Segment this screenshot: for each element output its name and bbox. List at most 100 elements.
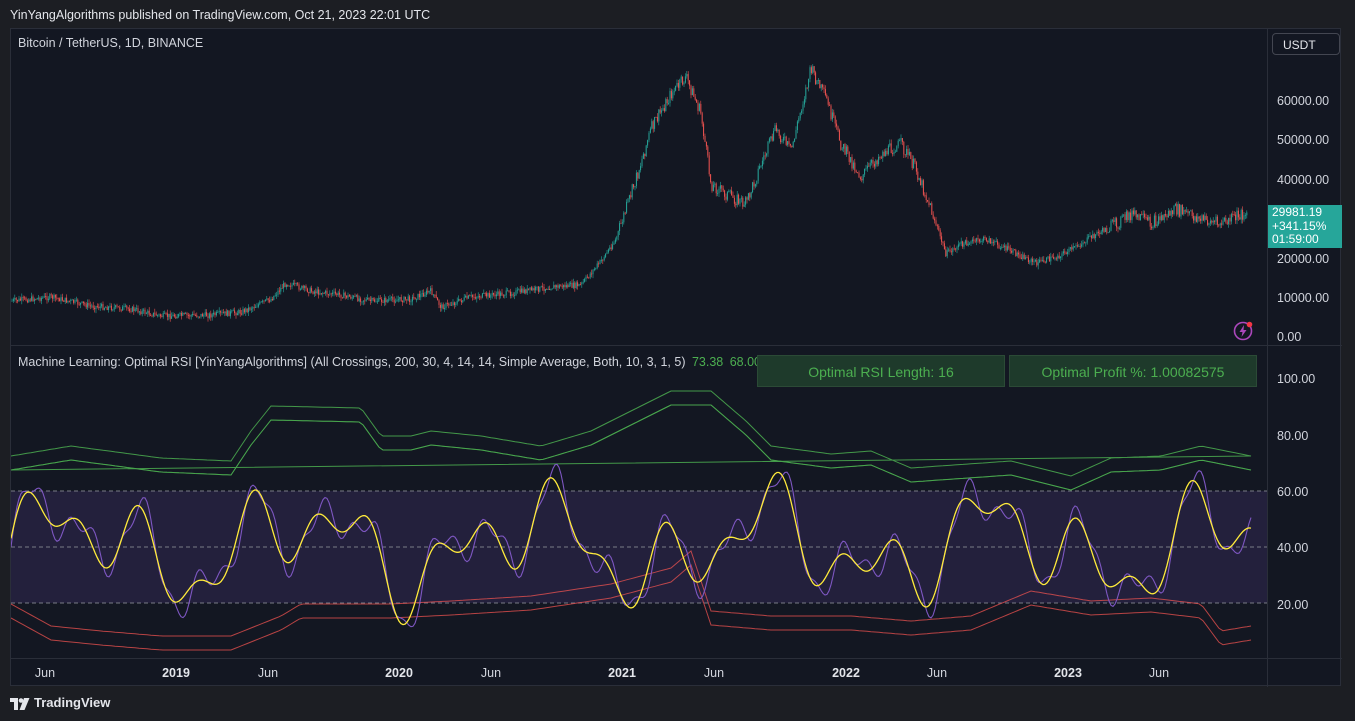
candle-body: [845, 146, 847, 155]
candle-body: [435, 294, 437, 298]
candle-body: [438, 300, 440, 305]
candle-body: [491, 293, 493, 295]
candle-body: [724, 190, 726, 197]
candle-body: [1160, 215, 1162, 221]
candle-body: [637, 172, 639, 179]
candle-body: [766, 153, 768, 156]
candle-body: [200, 313, 202, 317]
rsi-line: [11, 463, 1252, 628]
candle-body: [197, 316, 199, 318]
candle-body: [899, 140, 901, 142]
rsi-scale-label: 40.00: [1277, 541, 1309, 555]
candle-body: [616, 236, 618, 240]
candle-body: [208, 313, 210, 318]
price-chart[interactable]: [11, 29, 1267, 344]
candle-body: [522, 288, 524, 293]
candle-body: [77, 299, 79, 305]
candle-body: [1137, 214, 1139, 218]
candle-body: [459, 298, 461, 301]
candle-body: [1025, 257, 1027, 260]
candle-body: [838, 130, 840, 141]
candle-body: [339, 292, 341, 295]
candle-body: [1026, 257, 1028, 259]
candle-body: [651, 121, 653, 129]
candle-body: [68, 300, 70, 302]
candle-body: [15, 298, 17, 300]
candle-body: [1053, 256, 1055, 259]
candle-body: [836, 123, 838, 127]
candle-body: [687, 74, 689, 81]
candle-body: [550, 289, 552, 291]
candle-body: [757, 168, 759, 181]
candle-body: [925, 195, 927, 201]
candle-body: [17, 299, 19, 302]
candle-body: [1107, 232, 1109, 234]
candle-body: [493, 293, 495, 295]
candle-body: [80, 302, 82, 305]
candle-body: [749, 193, 751, 198]
candle-body: [967, 243, 969, 246]
candle-body: [945, 249, 947, 257]
time-axis-label: Jun: [257, 666, 279, 680]
candle-body: [1036, 260, 1038, 266]
candle-body: [754, 184, 756, 187]
candle-body: [1131, 210, 1133, 221]
candle-body: [686, 74, 688, 77]
lightning-icon[interactable]: [1233, 321, 1253, 341]
candle-body: [472, 295, 474, 297]
candle-body: [763, 155, 765, 161]
rsi-scale-label: 60.00: [1277, 485, 1309, 499]
candle-body: [847, 146, 849, 152]
currency-button[interactable]: USDT: [1272, 33, 1340, 55]
candle-body: [1148, 216, 1150, 220]
candle-body: [759, 166, 761, 169]
candle-body: [1177, 204, 1179, 215]
candle-body: [683, 82, 685, 85]
candle-body: [638, 170, 640, 179]
pane-separator[interactable]: [11, 345, 1342, 346]
candle-body: [805, 87, 807, 100]
candle-body: [283, 283, 285, 289]
candle-body: [144, 309, 146, 314]
candle-body: [696, 99, 698, 103]
candle-body: [817, 80, 819, 81]
candle-body: [1065, 252, 1067, 255]
candle-body: [684, 76, 686, 83]
candle-body: [859, 177, 861, 179]
candle-body: [355, 295, 357, 297]
candle-body: [770, 136, 772, 139]
symbol-title[interactable]: Bitcoin / TetherUS, 1D, BINANCE: [18, 36, 204, 50]
candle-body: [1120, 217, 1122, 228]
time-axis[interactable]: Jun 2019 Jun 2020 Jun 2021 Jun 2022 Jun 2023 Jun: [11, 659, 1267, 687]
candle-body: [572, 282, 574, 288]
candle-body: [371, 298, 373, 301]
candle-body: [85, 304, 87, 308]
candle-body: [280, 287, 282, 292]
chart-frame[interactable]: Bitcoin / TetherUS, 1D, BINANCE Machine …: [10, 28, 1342, 687]
candle-body: [871, 160, 873, 163]
price-scale[interactable]: 60000.0050000.0040000.0030000.0020000.00…: [1267, 29, 1342, 344]
candle-body: [155, 313, 157, 316]
candle-body: [28, 299, 30, 303]
candle-body: [1179, 204, 1181, 217]
rsi-chart[interactable]: [11, 346, 1267, 658]
candle-body: [484, 293, 486, 294]
candle-body: [57, 298, 59, 299]
tradingview-brand[interactable]: TradingView: [10, 695, 110, 710]
candle-body: [150, 314, 152, 316]
candle-body: [449, 304, 451, 306]
upper-band-inner: [11, 404, 1252, 491]
candle-body: [444, 307, 446, 310]
candle-body: [676, 82, 678, 86]
candle-body: [1109, 230, 1111, 233]
candle-body: [1188, 211, 1190, 214]
candle-body: [753, 182, 755, 187]
candle-body: [516, 289, 518, 291]
price-pane[interactable]: Bitcoin / TetherUS, 1D, BINANCE: [11, 29, 1267, 344]
candle-body: [1205, 215, 1207, 220]
candle-body: [661, 110, 663, 113]
candle-body: [130, 311, 132, 313]
candle-body: [816, 80, 818, 84]
rsi-scale[interactable]: 100.00 80.00 60.00 40.00 20.00: [1267, 346, 1342, 658]
indicator-pane[interactable]: Machine Learning: Optimal RSI [YinYangAl…: [11, 346, 1267, 658]
